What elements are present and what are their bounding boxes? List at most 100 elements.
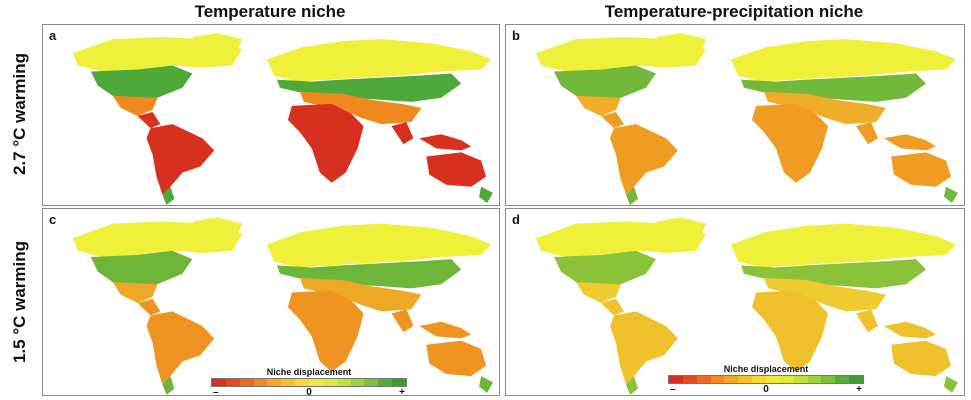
- legend-mid-label: 0: [306, 387, 312, 396]
- legend-swatch: [849, 376, 864, 383]
- legend-swatch: [364, 379, 379, 386]
- legend-title: Niche displacement: [266, 367, 352, 377]
- legend-mid-label: 0: [763, 384, 769, 395]
- land-region: [626, 376, 638, 395]
- panel-letter-a: a: [49, 28, 57, 43]
- land-region: [90, 65, 193, 100]
- legend-swatch: [392, 379, 407, 386]
- legend-swatch: [267, 379, 282, 386]
- land-region: [146, 124, 215, 195]
- map-panel-a: a: [42, 24, 500, 206]
- land-region: [287, 290, 364, 372]
- land-region: [656, 217, 706, 237]
- legend-swatch: [793, 376, 808, 383]
- land-region: [72, 221, 243, 258]
- land-region: [626, 186, 638, 205]
- legend-swatch: [309, 379, 323, 386]
- column-title-temperature: Temperature niche: [194, 2, 346, 21]
- world-map-c: [72, 217, 494, 395]
- world-map-d: [536, 217, 958, 395]
- land-region: [752, 103, 828, 183]
- land-region: [764, 277, 886, 312]
- land-region: [299, 277, 422, 312]
- land-region: [944, 186, 958, 203]
- land-region: [601, 298, 624, 316]
- land-region: [391, 309, 414, 333]
- land-region: [576, 282, 621, 303]
- land-region: [536, 37, 706, 72]
- legend-swatch: [835, 376, 850, 383]
- land-region: [856, 309, 878, 333]
- land-region: [576, 95, 621, 116]
- column-title-temperature-precipitation: Temperature-precipitation niche: [604, 2, 864, 21]
- land-region: [137, 298, 161, 316]
- legend-swatch: [710, 376, 725, 383]
- world-map-b: [536, 33, 958, 205]
- land-region: [192, 217, 243, 237]
- land-region: [299, 91, 422, 125]
- legend-swatch: [281, 379, 296, 386]
- panel-letter-b: b: [512, 28, 520, 43]
- legend-max-label: +: [399, 387, 405, 396]
- legend-swatch: [696, 376, 711, 383]
- land-region: [610, 124, 678, 195]
- land-region: [731, 223, 956, 268]
- legend-swatch: [350, 379, 365, 386]
- legend-swatch: [807, 376, 822, 383]
- land-region: [731, 39, 956, 82]
- legend-swatch: [253, 379, 268, 386]
- legend-min-label: –: [213, 387, 219, 396]
- land-region: [391, 122, 414, 145]
- land-region: [610, 311, 678, 385]
- legend-min-label: –: [670, 384, 676, 395]
- legend-swatch: [669, 376, 683, 383]
- land-region: [162, 376, 175, 395]
- land-region: [112, 282, 158, 303]
- land-region: [426, 152, 487, 187]
- land-region: [479, 376, 494, 393]
- legend-swatch: [322, 379, 337, 386]
- legend-swatch: [738, 376, 753, 383]
- land-region: [162, 186, 175, 205]
- land-region: [554, 250, 656, 287]
- land-region: [536, 221, 706, 258]
- map-panel-b: b: [505, 24, 965, 206]
- legend-swatch: [682, 376, 697, 383]
- map-panel-c: c Niche displacement – 0 +: [42, 208, 500, 396]
- legend-swatch: [378, 379, 393, 386]
- land-region: [479, 186, 494, 203]
- land-region: [764, 91, 886, 125]
- legend-swatch: [779, 376, 794, 383]
- panel-letter-c: c: [49, 212, 57, 227]
- land-region: [192, 33, 243, 52]
- land-region: [267, 39, 492, 82]
- land-region: [884, 134, 936, 151]
- row-label-2-7-warming: 2.7 °C warming: [10, 52, 29, 176]
- land-region: [146, 311, 215, 385]
- legend-swatch: [295, 379, 310, 386]
- legend-niche-displacement-c: Niche displacement – 0 +: [211, 367, 407, 396]
- legend-niche-displacement-d: Niche displacement – 0 +: [668, 364, 864, 395]
- land-region: [72, 37, 243, 72]
- legend-swatch: [212, 379, 226, 386]
- panel-letter-d: d: [512, 212, 520, 227]
- land-region: [112, 95, 158, 116]
- legend-swatch: [239, 379, 254, 386]
- legend-swatch: [766, 376, 780, 383]
- land-region: [419, 134, 472, 151]
- legend-color-bar: [211, 378, 407, 387]
- land-region: [891, 340, 951, 377]
- land-region: [419, 321, 472, 339]
- land-region: [267, 223, 492, 268]
- legend-swatch: [336, 379, 351, 386]
- row-label-1-5-warming: 1.5 °C warming: [10, 240, 29, 364]
- land-region: [656, 33, 706, 52]
- land-region: [752, 290, 828, 372]
- land-region: [891, 152, 951, 187]
- land-region: [137, 111, 161, 129]
- world-map-a: [72, 33, 494, 205]
- legend-color-bar: [668, 375, 864, 384]
- land-region: [90, 250, 193, 287]
- legend-swatch: [724, 376, 739, 383]
- land-region: [601, 111, 624, 129]
